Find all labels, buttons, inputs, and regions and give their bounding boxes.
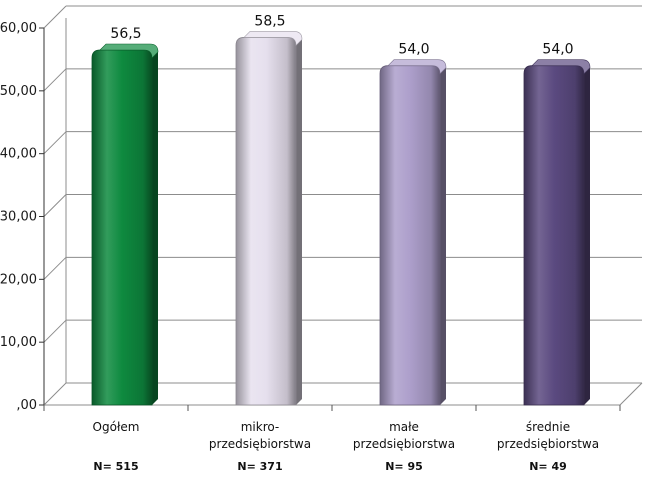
category-label: małe xyxy=(389,420,419,434)
bar-side xyxy=(296,39,302,406)
bar-top xyxy=(243,31,303,47)
y-tick-label: ,00 xyxy=(16,398,37,413)
y-tick-label: 40,00 xyxy=(0,147,37,162)
axes: ,00 10,00 20,00 30,00 40,00 50,00 60,00 xyxy=(0,18,643,413)
sample-size-label: N= 371 xyxy=(237,460,282,473)
bar-front xyxy=(91,49,153,406)
category-label: przedsiębiorstwa xyxy=(353,437,455,451)
bar-side xyxy=(440,67,446,405)
gridline-diagonal xyxy=(43,194,67,217)
value-label: 56,5 xyxy=(110,26,141,42)
bar-front xyxy=(235,37,297,406)
y-tick-label: 30,00 xyxy=(0,210,37,225)
sample-size-label: N= 49 xyxy=(529,460,567,473)
value-label: 58,5 xyxy=(254,13,285,29)
y-tick-label: 20,00 xyxy=(0,272,37,287)
gridline-diagonal xyxy=(43,68,67,92)
y-tick-label: 60,00 xyxy=(0,21,37,36)
bar-1 xyxy=(91,43,159,406)
category-label: mikro- xyxy=(241,420,280,434)
bar-top xyxy=(531,59,591,75)
bar-front xyxy=(523,65,585,406)
y-tick-label: 10,00 xyxy=(0,335,37,350)
gridline-diagonal xyxy=(43,5,67,29)
floor-right-edge xyxy=(619,382,643,406)
y-tick-label: 50,00 xyxy=(0,84,37,99)
gridline-diagonal xyxy=(43,256,67,280)
value-label: 54,0 xyxy=(398,42,429,58)
category-label: Ogółem xyxy=(93,420,140,434)
bar-3 xyxy=(379,59,447,406)
category-label: przedsiębiorstwa xyxy=(209,437,311,451)
bar-2 xyxy=(235,31,303,406)
category-label: średnie xyxy=(526,420,570,434)
bar-front xyxy=(379,65,441,406)
bar-top xyxy=(387,59,447,75)
bars xyxy=(91,31,591,406)
sample-size-label: N= 95 xyxy=(385,460,423,473)
gridline-diagonal xyxy=(43,131,67,155)
gridline-diagonal xyxy=(43,382,67,406)
labels: 56,5 Ogółem N= 515 58,5 mikro-przedsiębiorst… xyxy=(93,13,600,473)
bar-4 xyxy=(523,59,591,406)
gridline-diagonal xyxy=(43,319,67,343)
bar-top xyxy=(99,43,159,59)
bar-side xyxy=(584,67,590,405)
sample-size-label: N= 515 xyxy=(93,460,138,473)
category-label: przedsiębiorstwa xyxy=(497,437,599,451)
value-label: 54,0 xyxy=(542,42,573,58)
bar-side xyxy=(152,51,158,405)
